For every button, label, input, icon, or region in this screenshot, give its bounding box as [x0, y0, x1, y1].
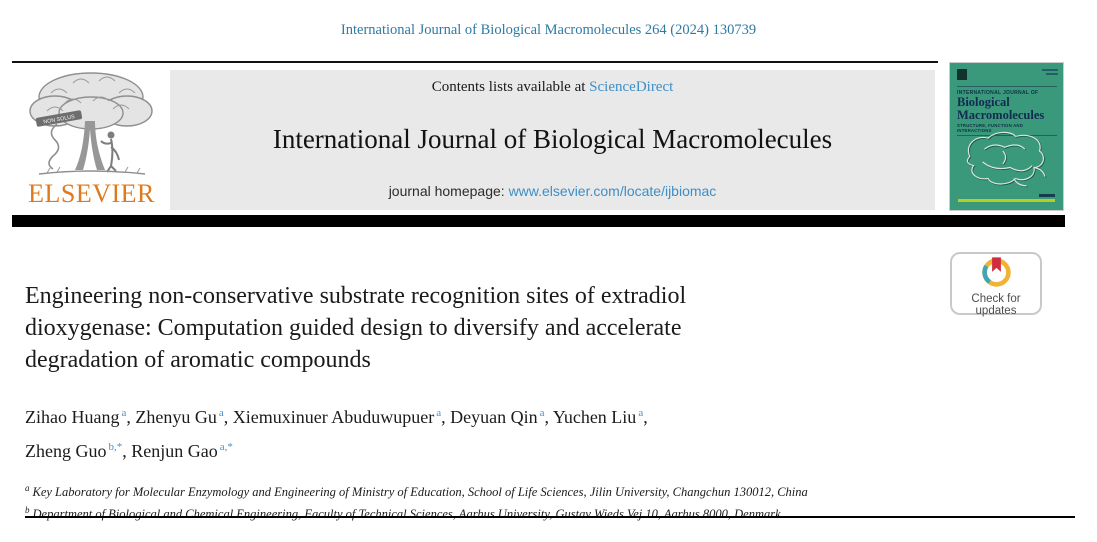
- homepage-link[interactable]: www.elsevier.com/locate/ijbiomac: [508, 183, 717, 199]
- authors-line: Zihao Huang a, Zhenyu Gu a, Xiemuxinuer Ab…: [25, 398, 883, 466]
- author-affiliation-marker: b,*: [108, 441, 123, 453]
- cover-topright-text: [1046, 73, 1058, 75]
- author-separator: ,: [441, 407, 451, 427]
- citation-header: International Journal of Biological Macr…: [0, 22, 1097, 39]
- cover-kicker: INTERNATIONAL JOURNAL OF: [957, 90, 1039, 96]
- elsevier-logo: NON SOLUS ELSEVIER: [13, 66, 170, 210]
- badge-label-line1: Check for: [971, 293, 1021, 305]
- author-name: Xiemuxinuer Abuduwupuer: [232, 407, 435, 427]
- contents-line: Contents lists available at ScienceDirec…: [170, 79, 935, 96]
- badge-label-line2: updates: [975, 304, 1017, 317]
- affiliation-marker: b: [25, 505, 30, 516]
- crossmark-icon: [981, 257, 1011, 287]
- cover-molecule-illustration: [966, 131, 1047, 188]
- cover-topright-text: [1042, 69, 1058, 71]
- journal-header-banner: Contents lists available at ScienceDirec…: [170, 70, 935, 210]
- citation-link[interactable]: International Journal of Biological Macr…: [340, 22, 757, 38]
- abstract-top-rule: [25, 516, 1075, 518]
- author-affiliation-marker: a,*: [219, 441, 233, 453]
- affiliation-text: Department of Biological and Chemical En…: [32, 507, 781, 522]
- author-name: Yuchen Liu: [552, 407, 637, 427]
- elsevier-wordmark: ELSEVIER: [28, 179, 155, 208]
- affiliation-marker: a: [25, 483, 30, 493]
- homepage-prefix: journal homepage:: [388, 183, 509, 199]
- author-affiliation-marker: a: [436, 407, 442, 419]
- author-affiliation-marker: a: [218, 407, 224, 419]
- cover-title-line1: Biological: [957, 95, 1010, 109]
- author-name: Zihao Huang: [25, 407, 120, 427]
- affiliation-text: Key Laboratory for Molecular Enzymology …: [32, 485, 808, 500]
- cover-emblem-icon: [957, 69, 967, 80]
- author-separator: ,: [223, 407, 233, 427]
- author-name: Zhenyu Gu: [135, 407, 217, 427]
- elsevier-tree-icon: NON SOLUS: [29, 72, 153, 175]
- header-top-rule: [12, 61, 938, 63]
- article-title: Engineering non-conservative substrate r…: [25, 283, 687, 373]
- journal-cover-thumbnail: INTERNATIONAL JOURNAL OF Biological Macr…: [949, 62, 1064, 211]
- cover-accent-bar: [958, 199, 1055, 202]
- author-separator: ,: [126, 407, 136, 427]
- header-separator-bar: [12, 215, 1065, 227]
- author-name: Renjun Gao: [131, 441, 218, 461]
- homepage-line: journal homepage: www.elsevier.com/locat…: [170, 183, 935, 199]
- article-head: Engineering non-conservative substrate r…: [25, 280, 883, 523]
- author-name: Zheng Guo: [25, 441, 107, 461]
- cover-publisher-mark: [1039, 194, 1055, 197]
- check-for-updates-badge[interactable]: Check for updates: [950, 252, 1042, 317]
- affiliation-line: b Department of Biological and Chemical E…: [25, 501, 883, 523]
- cover-tagline: STRUCTURE, FUNCTION AND INTERACTIONS: [957, 123, 1057, 136]
- author-separator: ,: [643, 407, 648, 427]
- author-affiliation-marker: a: [539, 407, 545, 419]
- non-solus-ribbon: NON SOLUS: [43, 114, 76, 125]
- cover-title-line2: Macromolecules: [957, 107, 1045, 122]
- author-affiliation-marker: a: [121, 407, 127, 419]
- sciencedirect-link[interactable]: ScienceDirect: [589, 79, 674, 95]
- contents-prefix: Contents lists available at: [431, 79, 590, 95]
- author-affiliation-marker: a: [638, 407, 644, 419]
- author-name: Deyuan Qin: [450, 407, 538, 427]
- author-separator: ,: [544, 407, 553, 427]
- cover-rule: [957, 86, 1057, 87]
- affiliation-line: a Key Laboratory for Molecular Enzymology…: [25, 479, 883, 501]
- journal-name: International Journal of Biological Macr…: [272, 124, 833, 154]
- author-separator: ,: [122, 441, 132, 461]
- cover-title: Biological Macromolecules: [957, 96, 1044, 121]
